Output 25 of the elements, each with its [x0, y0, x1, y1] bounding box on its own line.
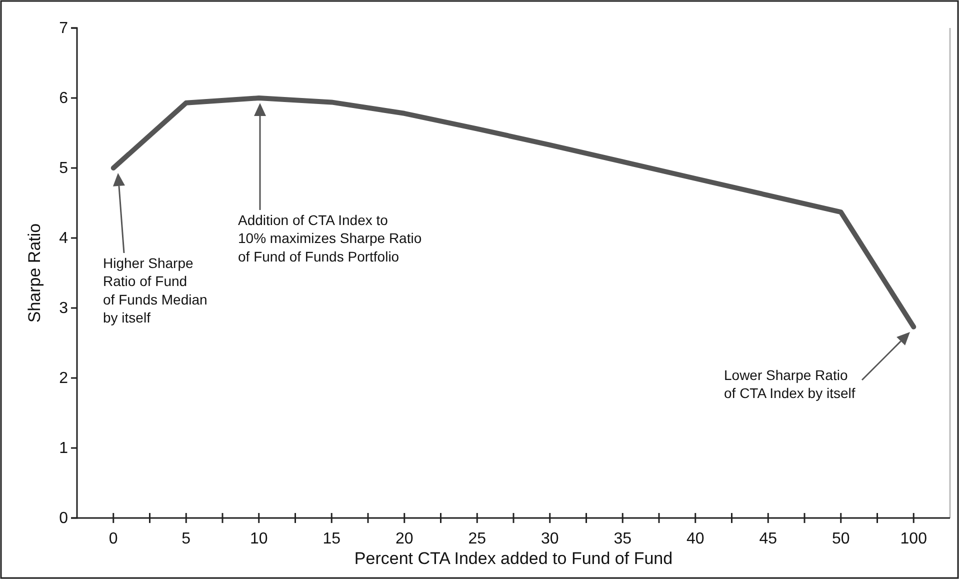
x-tick-label: 45	[759, 530, 778, 548]
x-tick-label: 100	[900, 530, 928, 548]
x-tick-label: 20	[395, 530, 414, 548]
y-tick-label: 6	[59, 90, 68, 108]
x-axis-title: Percent CTA Index added to Fund of Fund	[354, 549, 673, 568]
x-tick-label: 50	[832, 530, 850, 548]
x-tick-label: 30	[540, 530, 559, 548]
y-axis-title: Sharpe Ratio	[25, 223, 44, 323]
y-tick-label: 2	[59, 370, 68, 388]
y-tick-label: 3	[59, 300, 68, 318]
x-tick-label: 5	[182, 530, 191, 548]
annotation: Addition of CTA Index to 10% maximizes Sharpe Ratio of Fund of Funds Portfolio	[238, 212, 422, 264]
y-tick-label: 5	[59, 160, 68, 178]
x-tick-label: 25	[468, 530, 486, 548]
y-tick-label: 4	[59, 230, 68, 248]
annotation: Higher Sharpe Ratio of Fund of Funds Median by itself	[103, 255, 208, 326]
annotation: Lower Sharpe Ratio of CTA Index by itself	[724, 367, 856, 402]
x-tick-label: 15	[322, 530, 341, 548]
y-tick-label: 0	[59, 510, 68, 528]
x-tick-label: 0	[108, 530, 118, 548]
x-tick-label: 10	[250, 530, 268, 548]
y-tick-label: 1	[59, 440, 68, 458]
x-tick-label: 35	[614, 530, 632, 548]
x-tick-label: 40	[686, 530, 704, 548]
y-tick-label: 7	[59, 20, 68, 38]
